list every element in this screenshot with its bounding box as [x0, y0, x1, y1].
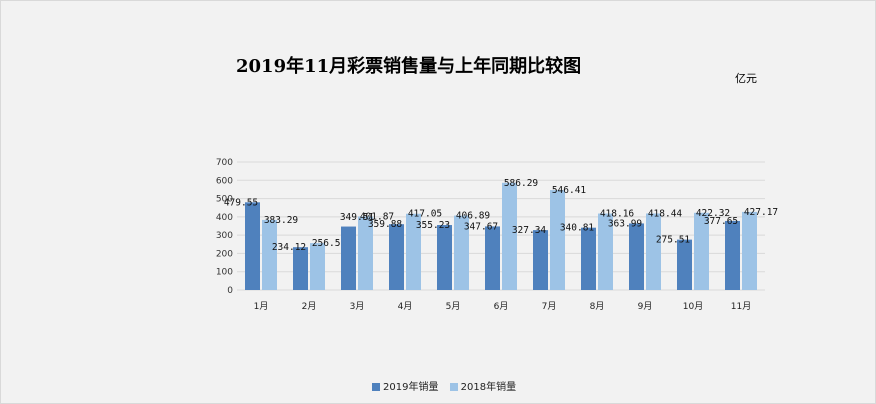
data-label: 340.81 — [560, 223, 595, 234]
bar-2018 — [310, 243, 325, 290]
bar-2019 — [725, 220, 740, 290]
legend-item-2019: 2019年销量 — [372, 382, 442, 393]
bar-2018 — [742, 211, 757, 290]
chart-title: 2019年11月彩票销售量与上年同期比较图 — [236, 56, 582, 77]
data-label: 406.89 — [456, 211, 491, 222]
bar-2019 — [341, 226, 356, 290]
x-tick-label: 5月 — [446, 301, 461, 312]
y-tick-label: 200 — [216, 249, 233, 259]
x-tick-label: 6月 — [494, 301, 509, 312]
y-tick-label: 400 — [216, 213, 233, 223]
data-label: 422.32 — [696, 208, 730, 219]
data-label: 256.59 — [312, 238, 347, 249]
x-tick-label: 9月 — [638, 301, 653, 312]
data-label: 349.51 — [340, 212, 375, 223]
bar-2018 — [694, 212, 709, 290]
bar-2019 — [533, 230, 548, 290]
bar-2018 — [406, 213, 421, 290]
x-tick-label: 4月 — [398, 301, 413, 312]
legend-item-2018: 2018年销量 — [449, 382, 517, 393]
y-tick-label: 600 — [216, 176, 233, 186]
data-label: 586.29 — [504, 178, 539, 189]
legend-label-2019: 2019年销量 — [383, 382, 439, 393]
data-label: 427.17 — [744, 207, 778, 218]
y-tick-label: 700 — [216, 158, 233, 168]
legend-swatch-2018 — [449, 383, 458, 391]
x-tick-label: 10月 — [683, 301, 703, 312]
bar-2019 — [629, 223, 644, 290]
bar-2018 — [358, 216, 373, 290]
bar-2018 — [550, 190, 565, 290]
x-tick-label: 7月 — [542, 301, 557, 312]
data-label: 234.12 — [272, 242, 306, 253]
bar-2019 — [245, 202, 260, 290]
y-tick-label: 300 — [216, 231, 233, 241]
legend: 2019年销量 2018年销量 — [372, 378, 524, 393]
data-label: 355.23 — [416, 220, 450, 231]
unit-label: 亿元 — [735, 72, 757, 85]
data-label: 327.34 — [512, 225, 547, 236]
y-tick-label: 0 — [227, 286, 233, 296]
bar-2018 — [502, 182, 517, 290]
bar-2018 — [262, 219, 277, 290]
data-label: 383.29 — [264, 215, 299, 226]
data-label: 418.44 — [648, 208, 683, 219]
x-tick-label: 3月 — [350, 301, 365, 312]
bar-2019 — [581, 227, 596, 290]
y-tick-label: 100 — [216, 268, 233, 278]
data-label: 417.05 — [408, 209, 442, 220]
bar-2019 — [437, 225, 452, 290]
data-label: 377.65 — [704, 216, 738, 227]
legend-label-2018: 2018年销量 — [460, 382, 517, 393]
data-label: 347.67 — [464, 221, 498, 232]
y-tick-label: 500 — [216, 195, 233, 205]
x-tick-label: 1月 — [254, 301, 269, 312]
bar-2019 — [389, 224, 404, 290]
data-label: 418.16 — [600, 209, 635, 220]
legend-swatch-2019 — [372, 383, 380, 391]
x-tick-label: 2月 — [302, 301, 317, 312]
data-label: 275.51 — [656, 235, 691, 246]
bar-2018 — [454, 215, 469, 290]
bar-2019 — [485, 226, 500, 290]
bar-2018 — [598, 213, 613, 290]
bar-2018 — [646, 213, 661, 290]
x-tick-label: 11月 — [731, 301, 751, 312]
data-label: 401.87 — [360, 212, 394, 223]
data-label: 363.99 — [608, 218, 643, 229]
data-label: 359.88 — [368, 219, 403, 230]
bar-2019 — [677, 239, 692, 290]
data-label: 546.41 — [552, 185, 587, 196]
bar-2019 — [293, 247, 308, 290]
data-label: 479.55 — [224, 197, 258, 208]
x-tick-label: 8月 — [590, 301, 605, 312]
